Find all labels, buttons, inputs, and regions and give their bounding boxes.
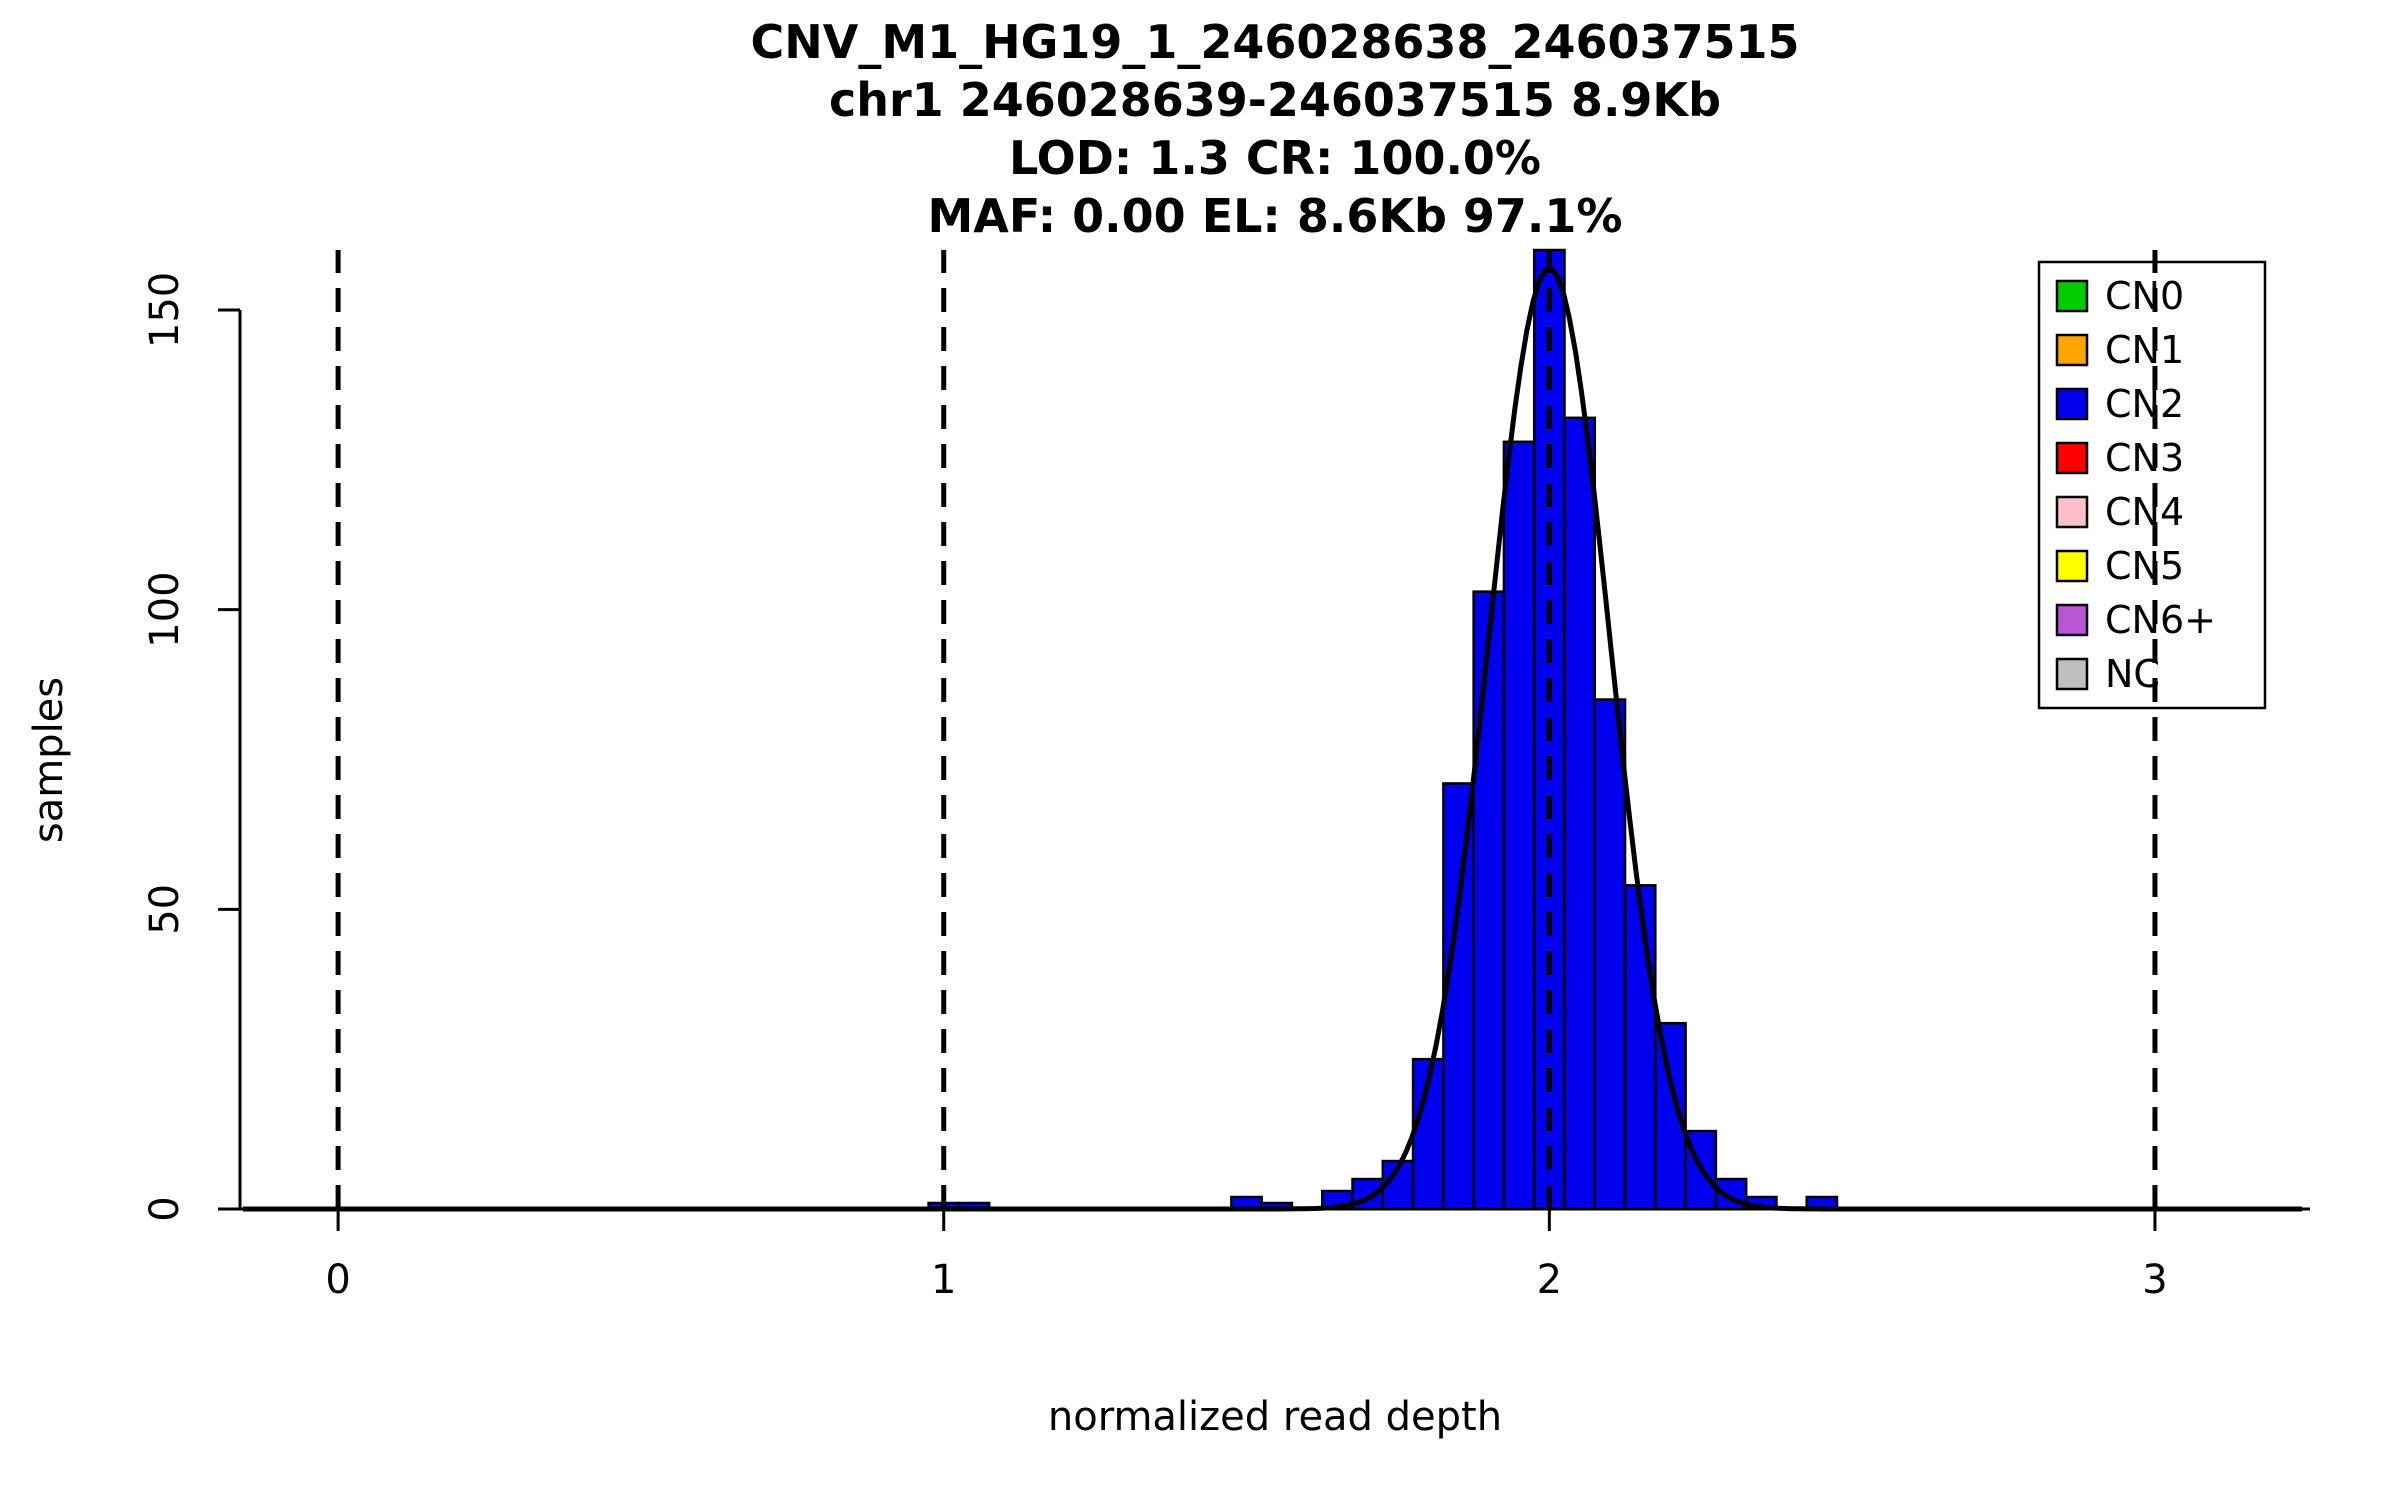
plot-title-line-1: CNV_M1_HG19_1_246028638_246037515	[750, 15, 1799, 69]
legend-swatch-cn2	[2055, 387, 2089, 421]
legend-label-cn5: CN5	[2105, 544, 2184, 588]
histogram-bar	[1442, 782, 1475, 1211]
y-axis-label: samples	[26, 677, 72, 843]
x-axis-tick-label: 2	[1537, 1257, 1562, 1303]
plot-title-line-4: MAF: 0.00 EL: 8.6Kb 97.1%	[927, 189, 1622, 243]
legend-swatch-cn6plus	[2055, 603, 2089, 637]
legend-label-cn2: CN2	[2105, 382, 2184, 426]
legend-swatch-cn4	[2055, 495, 2089, 529]
legend-label-cn1: CN1	[2105, 328, 2184, 372]
legend-label-cn0: CN0	[2105, 274, 2184, 318]
legend-swatch-cn3	[2055, 441, 2089, 475]
legend-swatch-cn5	[2055, 549, 2089, 583]
histogram-bar	[1563, 416, 1597, 1211]
y-axis-tick-label: 150	[142, 272, 188, 348]
x-axis-tick-label: 0	[325, 1257, 350, 1303]
legend-swatch-nc	[2055, 657, 2089, 691]
gaussian-fit-curve	[243, 265, 2303, 1212]
legend-label-cn4: CN4	[2105, 490, 2184, 534]
plot-title-line-2: chr1 246028639-246037515 8.9Kb	[829, 73, 1721, 127]
legend-label-nc: NC	[2105, 652, 2160, 696]
legend-box	[2037, 260, 2267, 710]
legend-label-cn3: CN3	[2105, 436, 2184, 480]
legend-swatch-cn0	[2055, 279, 2089, 313]
x-axis-tick-label: 3	[2142, 1257, 2167, 1303]
legend-label-cn6plus: CN6+	[2105, 598, 2216, 642]
y-axis-tick-label: 0	[142, 1196, 188, 1221]
histogram-bar	[1502, 440, 1536, 1211]
x-axis-label: normalized read depth	[1048, 1394, 1502, 1440]
plot-title-line-3: LOD: 1.3 CR: 100.0%	[1009, 131, 1541, 185]
histogram-bar	[1593, 698, 1627, 1211]
histogram-bar	[1472, 590, 1506, 1211]
y-axis-tick-label: 50	[142, 884, 188, 935]
x-axis-tick-label: 1	[931, 1257, 956, 1303]
histogram-bar	[1623, 884, 1657, 1211]
legend-swatch-cn1	[2055, 333, 2089, 367]
chart-layer: 0 1 2 3 0 50 100 150 CN0 CN1 CN2 CN3 CN4 CN5 CN6+ NC	[142, 248, 2310, 1303]
y-axis-tick-label: 100	[142, 571, 188, 647]
